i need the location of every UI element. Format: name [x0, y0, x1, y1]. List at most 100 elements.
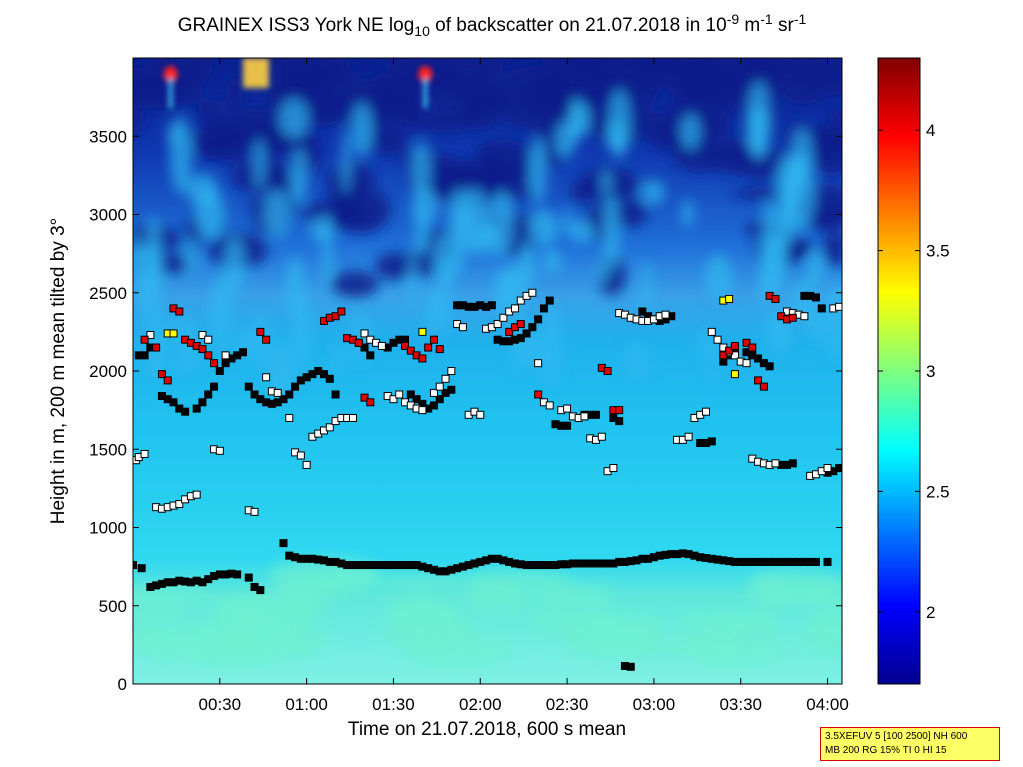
y-axis-label: Height in m, 200 m mean tilted by 3°: [48, 218, 69, 524]
plume-red: [163, 66, 178, 83]
layer-point-black: [279, 395, 288, 404]
backscatter-cell: [601, 169, 612, 196]
colorbar: 2 2.5 3 3.5 4: [877, 57, 950, 685]
backscatter-cell: [376, 574, 476, 592]
backscatter-cell: [681, 199, 694, 227]
colorbar-tick-label: 2.5: [926, 482, 950, 501]
backscatter-cell: [559, 631, 656, 657]
layer-point-black: [412, 395, 421, 404]
layer-point-red: [759, 382, 768, 391]
layer-point-black: [429, 401, 438, 410]
y-tick-label: 1500: [89, 440, 127, 459]
layer-point-white: [800, 312, 809, 321]
backscatter-cell: [280, 60, 312, 103]
backscatter-cell: [471, 58, 504, 75]
backscatter-cell: [185, 235, 197, 275]
layer-point-black: [291, 382, 300, 391]
y-tick-label: 0: [118, 675, 127, 694]
backscatter-cell: [147, 67, 165, 83]
layer-point-red: [742, 338, 751, 347]
plume-red: [418, 66, 433, 83]
layer-point-black: [233, 570, 242, 579]
x-axis: 00:30 01:00 01:30 02:00 02:30 03:00 03:30 04:00: [199, 58, 849, 714]
backscatter-cell: [823, 282, 842, 360]
layer-point-white: [701, 407, 710, 416]
plume-yellow: [242, 58, 269, 88]
y-tick-label: 500: [99, 597, 127, 616]
backscatter-cell: [692, 630, 742, 664]
backscatter-cell: [263, 189, 292, 238]
layer-point-white: [516, 296, 525, 305]
layer-point-red: [331, 312, 340, 321]
layer-point-white: [823, 464, 832, 473]
backscatter-cell: [326, 562, 376, 595]
backscatter-cell: [668, 74, 705, 100]
x-tick-label: 02:30: [546, 695, 589, 714]
colorbar-tick-label: 3.5: [926, 242, 950, 261]
layer-point-black: [835, 464, 842, 473]
layer-point-white: [563, 404, 572, 413]
layer-point-white: [377, 341, 386, 350]
layer-point-red: [198, 345, 207, 354]
layer-point-red: [262, 335, 271, 344]
backscatter-cell: [662, 102, 684, 136]
layer-point-white: [395, 390, 404, 399]
layer-point-black: [823, 557, 832, 566]
layer-point-red: [256, 327, 265, 336]
backscatter-cell: [330, 270, 379, 298]
layer-point-black: [244, 573, 253, 582]
backscatter-cell: [540, 58, 575, 68]
layer-point-black: [366, 351, 375, 360]
layer-point-black: [360, 343, 369, 352]
layer-point-black: [331, 390, 340, 399]
layer-point-red: [730, 341, 739, 350]
layer-point-yellow: [418, 327, 427, 336]
layer-point-black: [592, 410, 601, 419]
layer-point-black: [435, 395, 444, 404]
layer-point-black: [447, 385, 456, 394]
backscatter-cell: [595, 259, 608, 285]
layer-point-white: [458, 323, 467, 332]
layer-point-black: [545, 296, 554, 305]
layer-point-white: [198, 331, 207, 340]
layer-point-red: [534, 390, 543, 399]
backscatter-cell: [822, 230, 842, 267]
backscatter-cell: [411, 140, 431, 200]
backscatter-cell: [341, 127, 351, 195]
layer-point-red: [337, 307, 346, 316]
layer-point-yellow: [169, 329, 178, 338]
layer-point-red: [754, 376, 763, 385]
layer-point-white: [348, 413, 357, 422]
backscatter-cell: [309, 217, 333, 242]
layer-point-white: [146, 331, 155, 340]
colorbar-gradient: [877, 57, 921, 685]
backscatter-cell: [168, 121, 179, 149]
layer-point-white: [730, 351, 739, 360]
layer-point-black: [244, 382, 253, 391]
backscatter-cell: [541, 144, 562, 167]
layer-point-red: [505, 327, 514, 336]
backscatter-cell: [278, 98, 310, 139]
layer-point-white: [835, 302, 842, 311]
heatmap-plumes: [163, 58, 433, 109]
backscatter-cell: [133, 243, 163, 312]
layer-point-red: [424, 343, 433, 352]
backscatter-cell: [588, 612, 663, 634]
colorbar-tick-label: 2: [926, 603, 935, 622]
layer-point-white: [609, 464, 618, 473]
layer-point-white: [273, 388, 282, 397]
backscatter-cell: [601, 195, 620, 271]
layer-point-black: [563, 421, 572, 430]
backscatter-cell: [641, 260, 652, 320]
backscatter-cell: [425, 287, 437, 348]
layer-point-black: [210, 382, 219, 391]
x-tick-label: 03:30: [719, 695, 762, 714]
layer-point-black: [181, 407, 190, 416]
layer-point-yellow: [725, 295, 734, 304]
backscatter-cell: [331, 339, 345, 376]
backscatter-cell: [828, 107, 842, 126]
settings-line-2: MB 200 RG 15% TI 0 HI 15: [825, 745, 947, 756]
x-axis-label: Time on 21.07.2018, 600 s mean: [348, 719, 626, 740]
x-tick-label: 04:00: [806, 695, 849, 714]
layer-point-white: [476, 410, 485, 419]
